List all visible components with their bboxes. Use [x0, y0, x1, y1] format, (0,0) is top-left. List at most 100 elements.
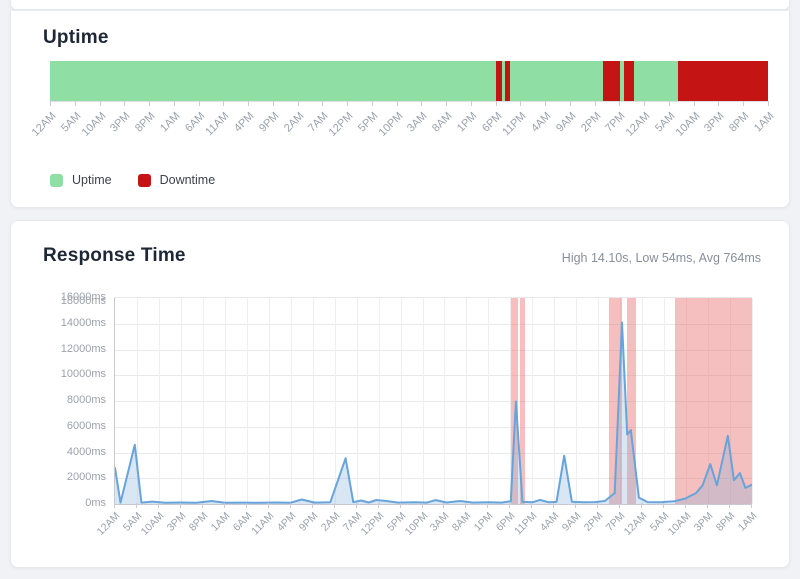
response-time-y-axis-labels: 0ms 2000ms 4000ms 6000ms 8000ms 10000ms 12000m…	[11, 221, 106, 567]
gridline-vertical	[334, 298, 336, 504]
axis-tick	[693, 101, 695, 106]
axis-tick	[446, 101, 448, 106]
axis-tick	[124, 101, 126, 106]
gridline-horizontal	[115, 401, 752, 402]
gridline-vertical	[378, 298, 380, 504]
x-axis-label: 3PM	[691, 510, 716, 534]
axis-tick	[619, 503, 621, 508]
x-axis-label: 9PM	[296, 510, 321, 534]
x-axis-label: 4AM	[538, 510, 562, 534]
axis-tick	[50, 101, 51, 106]
axis-tick	[545, 101, 547, 106]
x-axis-label: 1AM	[208, 510, 233, 534]
axis-tick	[465, 503, 467, 508]
gridline-vertical	[180, 298, 182, 504]
gridline-vertical	[598, 298, 600, 504]
axis-tick	[396, 101, 398, 106]
y-axis-label: 12000ms	[60, 342, 106, 355]
axis-tick	[553, 503, 555, 508]
x-axis-label: 3PM	[164, 510, 189, 534]
gridline-vertical	[312, 298, 314, 504]
downtime-legend-swatch	[137, 173, 151, 187]
axis-tick	[347, 101, 349, 106]
gridline-vertical	[664, 298, 666, 504]
gridline-vertical	[356, 298, 358, 504]
x-axis-label: 12AM	[623, 110, 653, 139]
axis-tick	[223, 503, 225, 508]
downtime-band	[520, 298, 525, 504]
y-axis-label: 10000ms	[60, 368, 106, 381]
card-above-partial	[10, 0, 790, 10]
gridline-vertical	[268, 298, 270, 504]
axis-tick	[99, 101, 101, 106]
response-time-series	[115, 321, 752, 504]
axis-tick	[272, 101, 274, 106]
axis-tick	[297, 101, 299, 106]
downtime-segment	[505, 61, 511, 101]
axis-tick	[443, 503, 445, 508]
axis-tick	[718, 101, 720, 106]
gridline-vertical	[620, 298, 622, 504]
gridline-vertical	[202, 298, 204, 504]
axis-tick	[644, 101, 646, 106]
x-axis-label: 1AM	[157, 110, 183, 135]
x-axis-label: 8PM	[133, 110, 158, 135]
y-axis-label: 6000ms	[66, 419, 106, 432]
axis-tick	[355, 503, 357, 508]
x-axis-label: 8AM	[430, 110, 455, 135]
axis-tick	[685, 503, 687, 508]
gridline-vertical	[466, 298, 468, 504]
gridline-vertical	[532, 298, 534, 504]
downtime-segment	[623, 61, 635, 101]
axis-tick	[201, 503, 203, 508]
axis-tick	[495, 101, 497, 106]
axis-tick	[223, 101, 225, 106]
uptime-title: Uptime	[43, 27, 109, 48]
axis-tick	[289, 503, 291, 508]
x-axis-label: 9AM	[553, 110, 579, 135]
axis-tick	[768, 101, 769, 106]
x-axis-label: 2AM	[318, 510, 343, 534]
axis-tick	[157, 503, 159, 508]
x-axis-label: 1AM	[752, 110, 777, 135]
gridline-horizontal	[115, 452, 752, 454]
x-axis-label: 10AM	[673, 110, 703, 139]
axis-tick	[245, 503, 247, 508]
uptime-legend-label: Uptime	[72, 173, 112, 187]
response-time-stats: High 14.10s, Low 54ms, Avg 764ms	[561, 251, 761, 265]
x-axis-label: 8AM	[450, 510, 474, 534]
axis-tick	[520, 101, 522, 106]
x-axis-label: 4PM	[232, 110, 257, 135]
y-axis-label-overlap: 18000ms	[60, 295, 106, 307]
x-axis-label: 12AM	[29, 110, 59, 139]
axis-tick	[743, 101, 745, 106]
gridline-vertical	[246, 298, 248, 504]
uptime-card: Uptime 12AM 5AM 10AM 3PM 8PM 1AM 6AM 11AM 4PM 9PM…	[10, 11, 790, 208]
downtime-legend-label: Downtime	[159, 173, 216, 187]
axis-tick	[377, 503, 379, 508]
axis-tick	[173, 101, 175, 106]
axis-tick	[198, 101, 200, 106]
y-axis-label: 4000ms	[66, 445, 106, 458]
x-axis-label: 11PM	[512, 510, 540, 538]
axis-tick	[333, 503, 335, 508]
uptime-status-bar	[50, 61, 768, 101]
x-axis-label: 2PM	[578, 110, 604, 135]
gridline-vertical	[290, 298, 292, 504]
axis-tick	[248, 101, 250, 106]
x-axis-label: 9PM	[256, 110, 282, 135]
uptime-axis-line	[50, 101, 768, 102]
x-axis-label: 11AM	[248, 510, 277, 538]
x-axis-label: 4PM	[274, 510, 299, 534]
x-axis-label: 11PM	[500, 110, 529, 139]
uptime-legend-swatch	[50, 173, 63, 187]
gridline-vertical	[422, 298, 424, 504]
downtime-band	[627, 298, 637, 504]
axis-tick	[322, 101, 324, 106]
x-axis-label: 9AM	[559, 510, 584, 534]
downtime-segment	[602, 61, 621, 101]
gridline-vertical	[642, 298, 644, 504]
downtime-segment	[678, 61, 768, 101]
x-axis-label: 2AM	[281, 110, 307, 135]
axis-tick	[531, 503, 533, 508]
